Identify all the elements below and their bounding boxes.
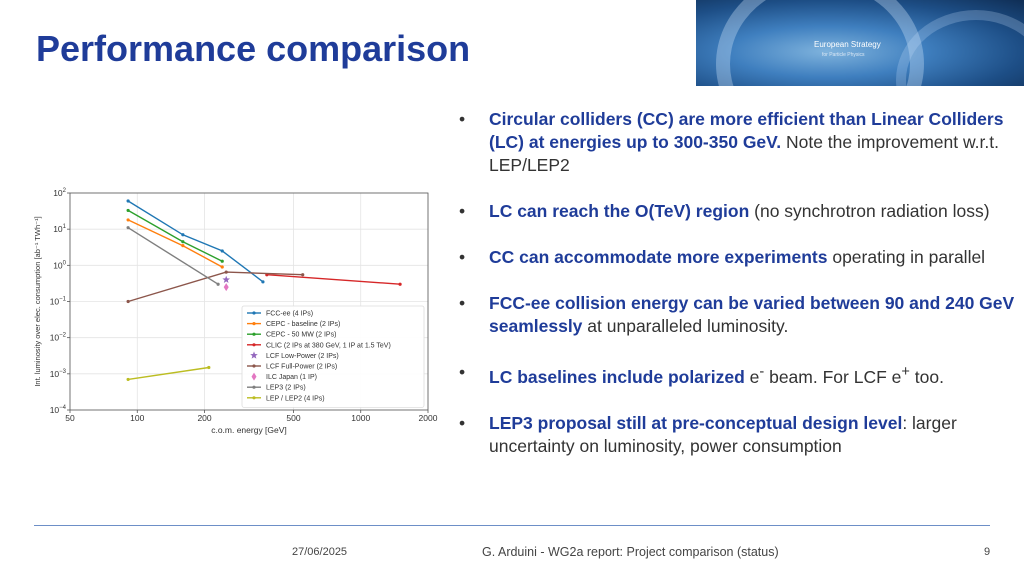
bullet-marker: • — [459, 109, 466, 129]
bullet-superscript: - — [759, 364, 765, 380]
series-line — [127, 219, 223, 268]
series-marker — [220, 265, 224, 269]
series-marker — [252, 385, 256, 389]
series-marker-diamond — [223, 283, 229, 292]
series-marker — [220, 259, 224, 263]
bullet-marker: • — [459, 362, 466, 382]
bullet-bold: LC can reach the O(TeV) region — [489, 201, 750, 221]
series-marker — [252, 332, 256, 336]
page-title: Performance comparison — [36, 28, 471, 69]
y-tick-label: 10−1 — [50, 297, 67, 307]
series-marker — [398, 282, 402, 286]
x-axis-label: c.o.m. energy [GeV] — [211, 425, 287, 435]
x-tick-label: 200 — [197, 413, 211, 423]
series-marker — [252, 343, 256, 347]
series-marker — [252, 311, 256, 315]
bullet-text: : larger uncertainty on luminosity, powe… — [489, 412, 957, 456]
series-marker-diamond — [251, 372, 257, 381]
series-marker-star — [222, 275, 230, 283]
bullet-text: operating in parallel — [827, 247, 986, 267]
series-line — [127, 271, 303, 303]
footer-text: G. Arduini - WG2a report: Project compar… — [482, 545, 779, 559]
series-line — [127, 200, 264, 283]
bullet-list: • Circular colliders (CC) are more effici… — [456, 108, 1016, 481]
series-marker — [216, 282, 220, 286]
legend-label: ILC Japan (1 IP) — [266, 374, 317, 381]
y-tick-label: 102 — [53, 188, 66, 198]
bullet-marker: • — [459, 293, 466, 313]
series-marker — [126, 226, 130, 230]
series-marker-star — [250, 351, 258, 359]
legend-box — [241, 305, 425, 408]
series-marker — [181, 244, 185, 248]
series-marker — [224, 270, 228, 274]
series-marker — [207, 365, 211, 370]
bullet-item: • LC can reach the O(TeV) region (no sync… — [456, 200, 1016, 223]
banner-logo-subtext: for Particle Physics — [822, 52, 865, 58]
series-marker — [126, 299, 130, 304]
bullet-text: (no synchrotron radiation loss) — [749, 201, 990, 221]
banner-image: European Strategy for Particle Physics — [696, 0, 1024, 86]
legend-label: LEP3 (2 IPs) — [266, 385, 306, 392]
bullet-bold: CC can accommodate more experiments — [489, 247, 828, 267]
y-tick-label: 10−2 — [50, 333, 67, 343]
series-marker — [220, 249, 224, 253]
bullet-text: at unparalleled luminosity. — [582, 316, 789, 336]
bullet-marker: • — [459, 247, 466, 267]
footer-divider — [34, 525, 990, 526]
bullet-bold: LEP3 proposal still at pre-conceptual de… — [489, 412, 903, 433]
bullet-bold: Circular colliders (CC) are more efficie… — [489, 109, 1004, 152]
series-line — [127, 227, 219, 285]
y-tick-label: 10−3 — [50, 369, 67, 379]
series-line — [127, 366, 209, 381]
legend-label: LCF Full-Power (2 IPs) — [266, 364, 337, 371]
series-marker — [252, 322, 256, 326]
bullet-item: • FCC-ee collision energy can be varied b… — [456, 292, 1016, 338]
series-marker — [126, 199, 130, 203]
bullet-bold: FCC-ee collision energy can be varied be… — [489, 293, 1015, 336]
series-marker — [252, 364, 256, 368]
series-marker — [181, 233, 185, 237]
bullet-item: • CC can accommodate more experiments ope… — [456, 246, 1016, 269]
series-marker — [126, 208, 130, 213]
y-tick-label: 100 — [53, 260, 66, 270]
banner-swirl-secondary — [896, 10, 1024, 86]
bullet-text: e — [744, 366, 760, 387]
series-marker — [126, 218, 130, 222]
x-tick-label: 500 — [286, 413, 300, 423]
y-axis-label: Int. luminosity over elec. consumption [… — [33, 216, 42, 386]
bullet-text: Note the improvement w.r.t. LEP/LEP2 — [489, 132, 999, 175]
bullet-text: beam. For LCF e — [764, 366, 902, 387]
x-tick-label: 100 — [130, 413, 144, 423]
banner-logo-text: European Strategy — [814, 40, 881, 49]
footer-date: 27/06/2025 — [292, 546, 348, 558]
bullet-item: • Circular colliders (CC) are more effici… — [456, 108, 1016, 177]
bullet-bold: LC baselines include polarized — [489, 366, 745, 387]
series-marker — [252, 396, 256, 400]
legend-label: FCC-ee (4 IPs) — [266, 311, 313, 318]
series-marker — [301, 273, 305, 277]
page-number: 9 — [984, 546, 991, 558]
x-tick-label: 2000 — [419, 413, 438, 423]
y-tick-label: 101 — [53, 224, 66, 234]
series-marker — [126, 377, 130, 382]
legend-label: CEPC - 50 MW (2 IPs) — [266, 332, 336, 339]
series-line — [266, 274, 401, 285]
y-tick-label: 10−4 — [50, 405, 67, 415]
series-marker — [261, 280, 265, 284]
series-marker — [181, 240, 185, 244]
bullet-item: • LEP3 proposal still at pre-conceptual d… — [456, 412, 1016, 458]
bullet-text: too. — [909, 366, 944, 387]
bullet-marker: • — [459, 412, 466, 433]
bullet-item: • LC baselines include polarized e- beam.… — [456, 361, 1016, 389]
legend-label: CLIC (2 IPs at 380 GeV, 1 IP at 1.5 TeV) — [266, 342, 391, 349]
luminosity-chart: 50 100 200 500 1000 2000 10−4 10−3 10−2 10−1 100 10… — [33, 188, 438, 435]
legend-label: LCF Low-Power (2 IPs) — [266, 353, 339, 360]
x-tick-label: 50 — [65, 413, 75, 423]
bullet-marker: • — [459, 201, 466, 221]
legend-label: LEP / LEP2 (4 IPs) — [266, 395, 325, 402]
bullet-superscript: + — [901, 364, 910, 380]
legend-label: CEPC - baseline (2 IPs) — [266, 321, 340, 328]
x-tick-label: 1000 — [351, 413, 370, 423]
